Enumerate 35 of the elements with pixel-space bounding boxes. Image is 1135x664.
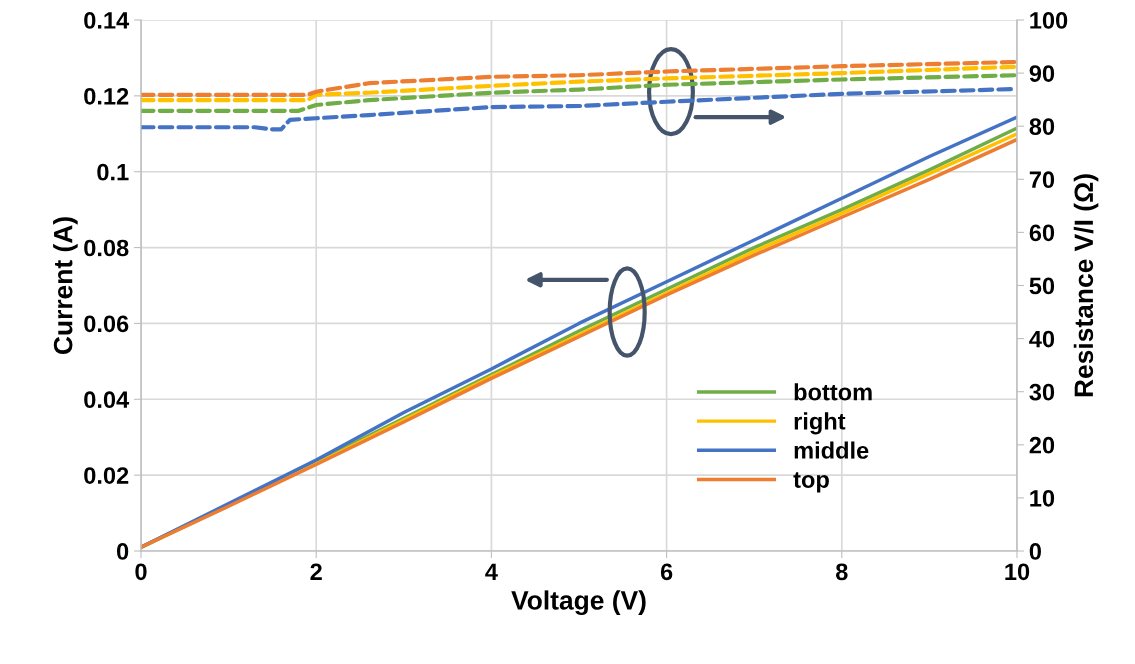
x-axis-title: Voltage (V) — [511, 590, 646, 616]
y-tick-label: 0.02 — [84, 467, 129, 484]
y-axis-title: Current (A) — [53, 217, 78, 355]
y2-axis-title: Resistance V/I (Ω) — [1073, 174, 1099, 397]
y2-tick-label: 50 — [1029, 277, 1055, 295]
x-tick-label: 4 — [485, 563, 498, 580]
line-series — [141, 73, 1017, 113]
y2-tick-label: 10 — [1030, 489, 1055, 507]
y2-tick-label: 30 — [1029, 383, 1055, 401]
line-series — [141, 59, 1017, 97]
legend-label: right — [794, 412, 846, 435]
y-tick-label: 0.1 — [97, 163, 129, 181]
x-tick-label: 8 — [835, 563, 848, 581]
y2-tick-label: 80 — [1029, 118, 1055, 135]
line-series — [141, 64, 1017, 103]
legend-label: top — [793, 472, 829, 493]
y2-tick-label: 70 — [1029, 171, 1055, 189]
y-tick-label: 0.12 — [84, 87, 129, 105]
y-tick-label: 0.04 — [84, 391, 130, 409]
y2-tick-label: 40 — [1029, 330, 1055, 348]
x-tick-label: 6 — [660, 563, 673, 581]
y2-tick-label: 90 — [1029, 65, 1055, 82]
x-tick-label: 0 — [135, 563, 147, 581]
y-tick-label: 0.08 — [84, 239, 129, 257]
y2-tick-label: 0 — [1029, 543, 1041, 560]
legend-label: middle — [794, 441, 869, 459]
x-tick-label: 2 — [310, 563, 322, 580]
y2-tick-label: 60 — [1029, 224, 1055, 242]
y2-tick-label: 20 — [1029, 436, 1055, 454]
legend-label: bottom — [794, 383, 872, 401]
y-tick-label: 0 — [117, 543, 129, 560]
y2-tick-label: 100 — [1030, 12, 1068, 29]
y-tick-label: 0.14 — [84, 12, 130, 29]
x-tick-label: 10 — [1005, 563, 1030, 581]
y-tick-label: 0.06 — [84, 315, 129, 333]
